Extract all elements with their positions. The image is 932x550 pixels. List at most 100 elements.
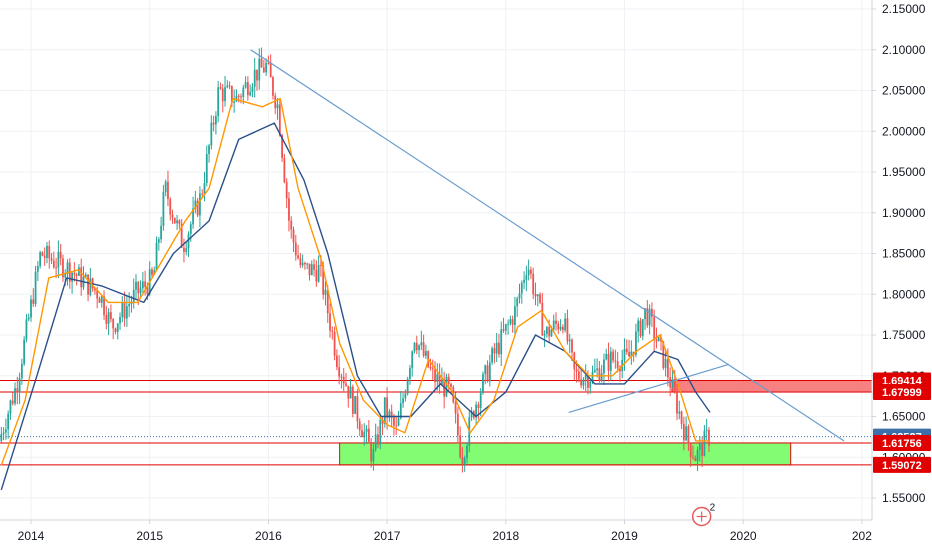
candle-body xyxy=(0,433,3,441)
candle-body xyxy=(313,264,315,270)
candle-body xyxy=(237,95,240,97)
candle-body xyxy=(214,115,217,125)
trendline-1[interactable] xyxy=(250,49,845,442)
y-tick-label: 2.10000 xyxy=(882,43,926,57)
candle-body xyxy=(393,417,395,426)
candle-body xyxy=(409,368,411,379)
candle-body xyxy=(199,193,201,216)
candle-body xyxy=(64,274,67,278)
candle-body xyxy=(415,342,418,351)
candle-body xyxy=(614,360,617,362)
candle-body xyxy=(169,199,172,215)
candle-body xyxy=(246,82,249,96)
candle-body xyxy=(66,262,69,275)
candle-body xyxy=(242,87,245,98)
candle-body xyxy=(71,272,73,282)
candle-body xyxy=(59,251,62,259)
candle-body xyxy=(123,302,126,319)
candle-body xyxy=(411,351,414,369)
candle-body xyxy=(502,329,505,331)
candle-body xyxy=(593,370,596,372)
candle-body xyxy=(427,351,430,367)
candle-body xyxy=(708,429,710,446)
candle-body xyxy=(249,91,252,96)
candle-body xyxy=(315,269,318,282)
candle-body xyxy=(582,379,585,386)
candle-body xyxy=(297,255,299,259)
candle-body xyxy=(395,425,398,427)
candle-body xyxy=(251,86,254,92)
candle-body xyxy=(422,342,425,356)
candle-body xyxy=(518,293,521,299)
candle-body xyxy=(265,62,268,73)
candle-body xyxy=(399,403,402,419)
candle-body xyxy=(278,104,281,136)
candle-body xyxy=(262,67,265,73)
candle-body xyxy=(333,331,336,356)
candle-body xyxy=(14,388,16,404)
candle-body xyxy=(603,359,605,374)
trendline-2[interactable] xyxy=(568,363,730,413)
candle-body xyxy=(523,279,525,283)
candle-body xyxy=(329,313,331,331)
candle-body xyxy=(680,411,683,424)
event-marker[interactable]: 2 xyxy=(691,503,716,527)
candle-body xyxy=(121,302,124,318)
candle-body xyxy=(623,348,626,360)
candle-body xyxy=(304,262,306,265)
candle-body xyxy=(288,198,290,221)
candle-body xyxy=(388,411,391,418)
candle-body xyxy=(525,275,528,280)
candle-body xyxy=(493,348,496,354)
candle-body xyxy=(532,273,535,295)
candle-body xyxy=(155,242,158,271)
candle-body xyxy=(256,69,258,81)
candle-body xyxy=(94,288,96,291)
candle-body xyxy=(509,319,512,324)
candle-body xyxy=(103,296,105,316)
candle-body xyxy=(383,397,386,424)
candle-body xyxy=(276,104,279,109)
candle-body xyxy=(160,225,163,240)
candle-body xyxy=(495,342,498,354)
candle-body xyxy=(361,430,363,438)
candle-body xyxy=(628,351,630,357)
candle-body xyxy=(655,339,658,342)
candle-body xyxy=(141,281,144,289)
candle-body xyxy=(381,419,384,424)
candle-body xyxy=(676,391,678,414)
candle-body xyxy=(235,95,238,102)
candle-body xyxy=(561,326,564,331)
candle-body xyxy=(365,428,368,432)
x-tick-label: 2019 xyxy=(611,529,638,543)
moving-averages xyxy=(0,97,711,491)
candle-body xyxy=(404,393,407,399)
candle-body xyxy=(425,351,427,356)
y-tick-label: 1.75000 xyxy=(882,328,926,342)
candle-body xyxy=(208,145,210,155)
candle-body xyxy=(201,193,204,195)
candle-body xyxy=(619,368,621,372)
candle-body xyxy=(253,69,256,87)
candle-body xyxy=(454,402,457,414)
candle-body xyxy=(575,369,578,372)
candle-body xyxy=(219,87,222,89)
candle-body xyxy=(226,85,229,88)
candle-body xyxy=(89,278,92,295)
candle-body xyxy=(612,351,614,361)
candle-body xyxy=(584,375,587,380)
candle-body xyxy=(609,351,612,371)
candle-body xyxy=(73,272,76,275)
trendlines[interactable] xyxy=(250,49,845,442)
candle-body xyxy=(635,331,637,355)
candle-body xyxy=(189,224,192,235)
candle-body xyxy=(164,181,167,193)
axes xyxy=(0,0,873,521)
candle-body xyxy=(135,281,137,290)
candle-body xyxy=(294,242,297,256)
candle-body xyxy=(78,267,80,276)
candle-body xyxy=(440,379,443,385)
candle-body xyxy=(345,383,347,386)
price-label-box xyxy=(873,434,931,451)
